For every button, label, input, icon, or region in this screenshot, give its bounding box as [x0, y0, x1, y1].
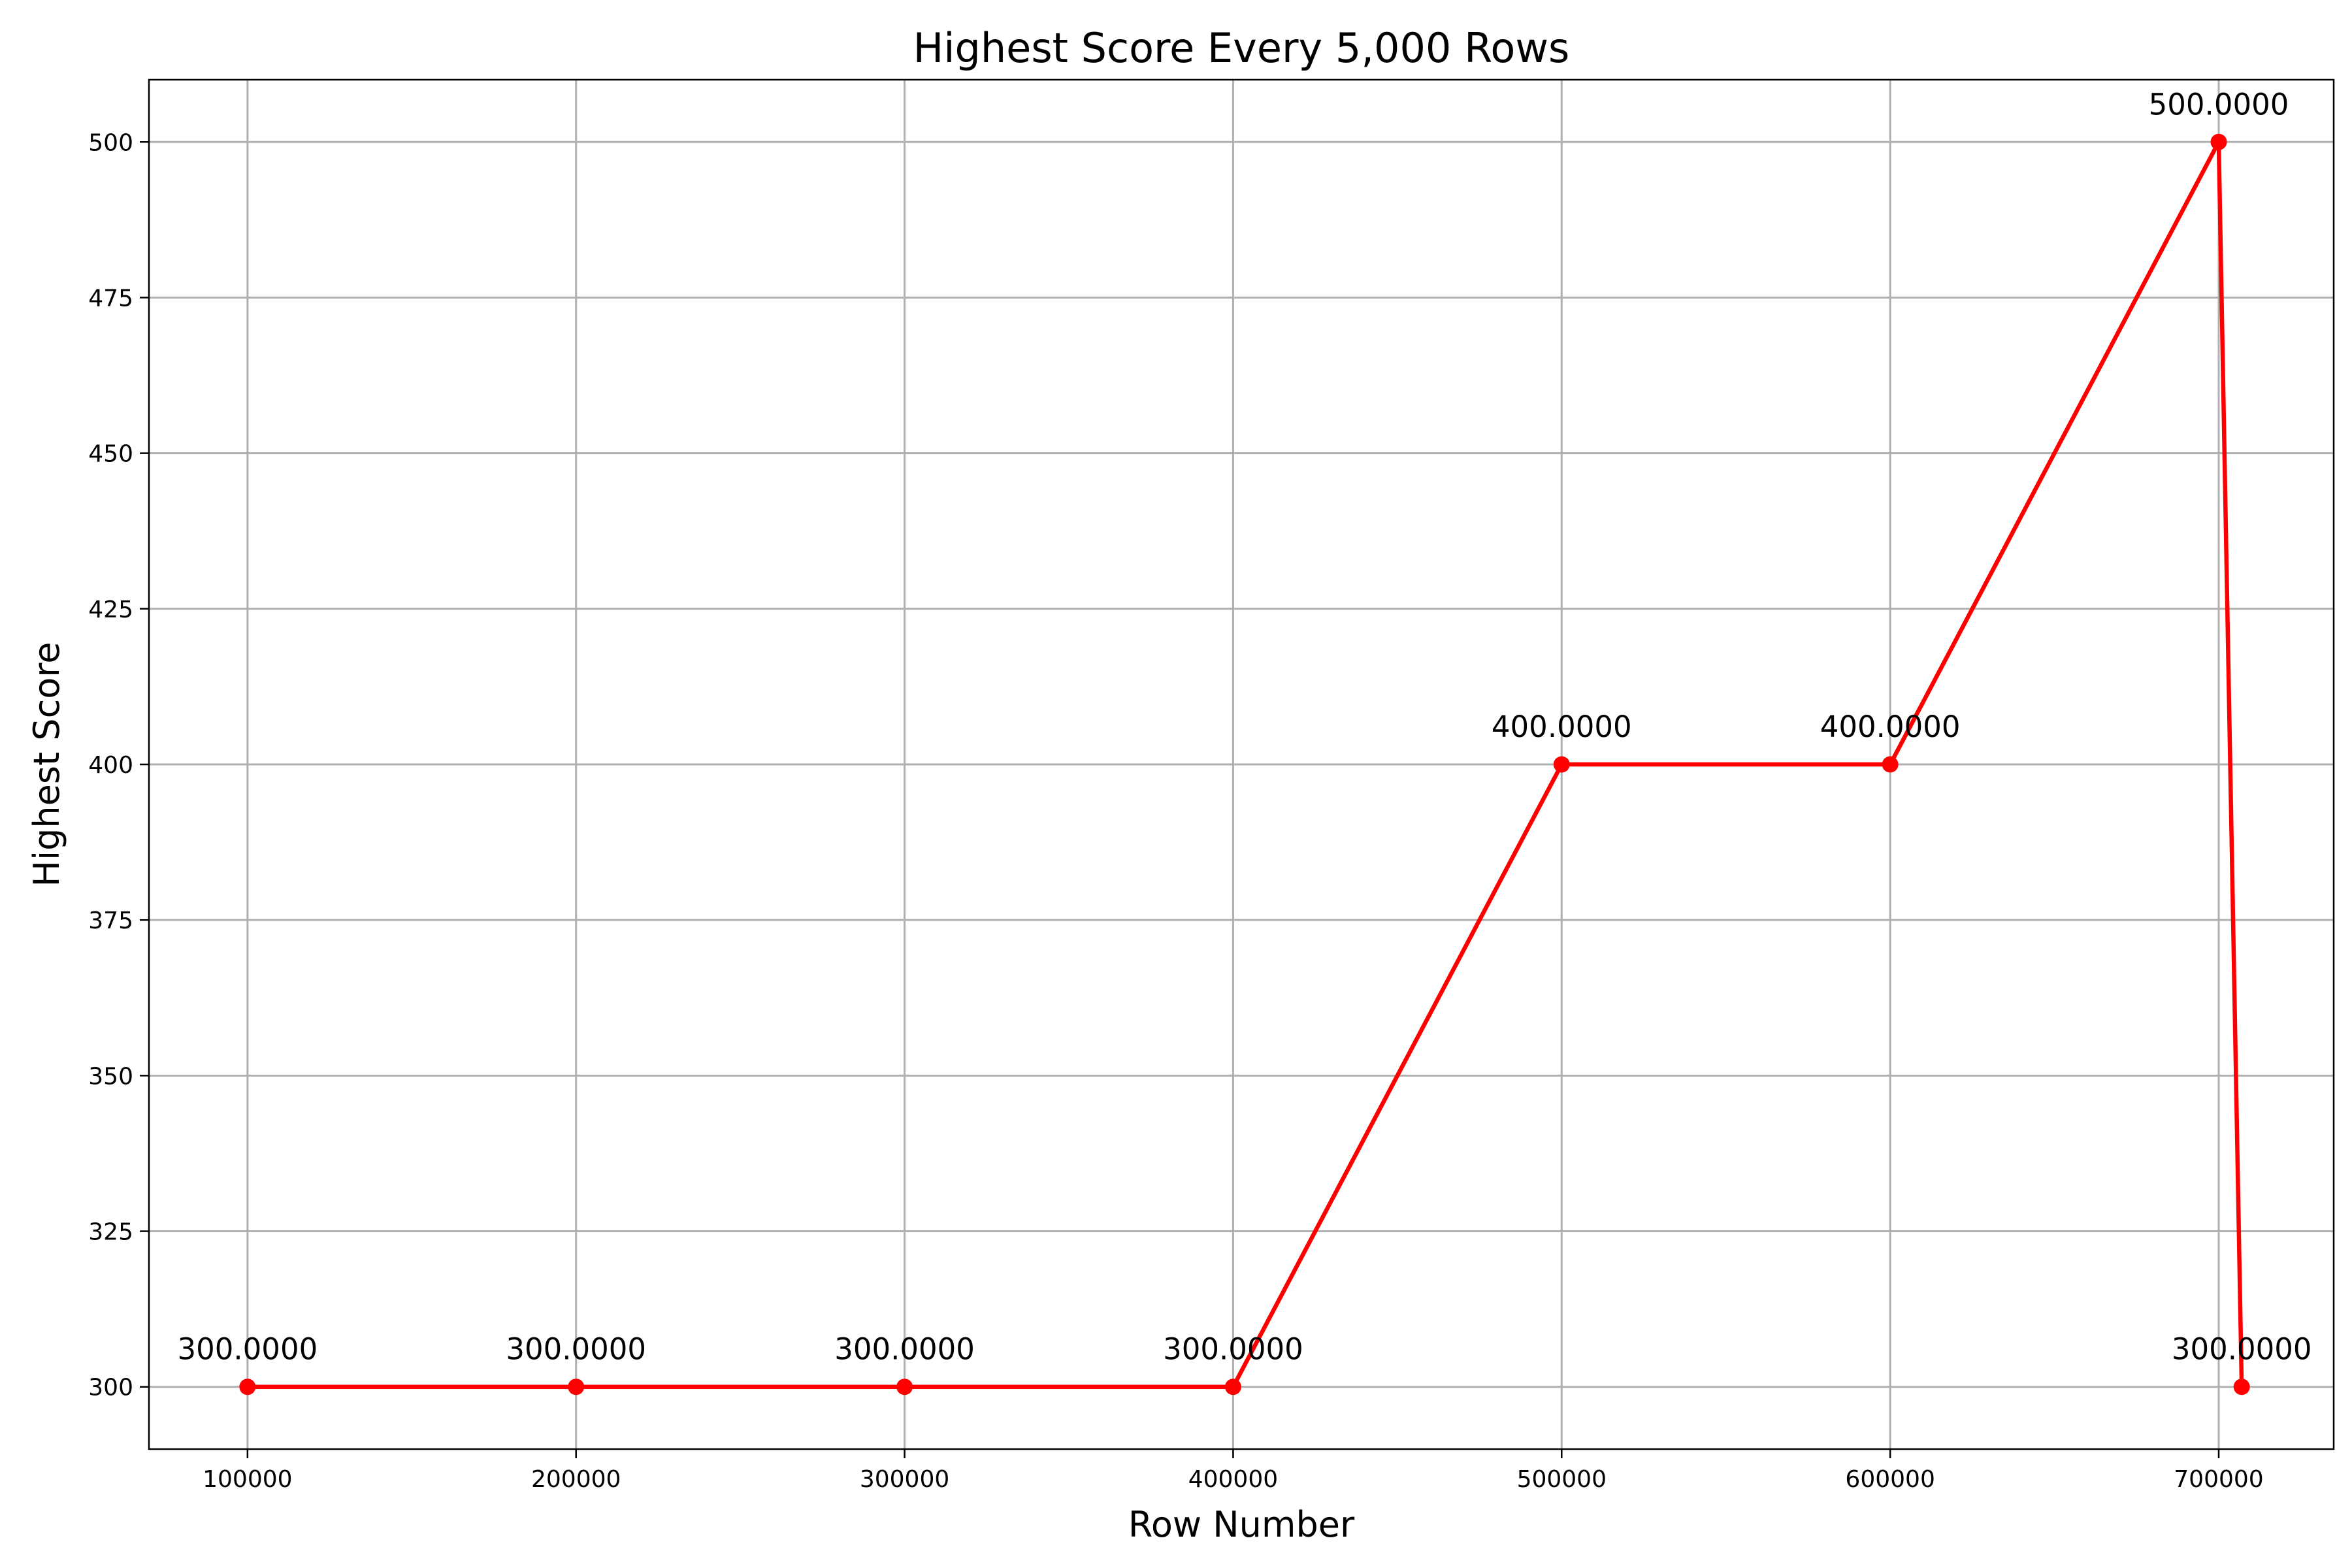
- data-label: 500.0000: [2149, 87, 2289, 122]
- data-point: [2233, 1379, 2250, 1396]
- data-label: 300.0000: [506, 1332, 646, 1367]
- data-point: [2210, 133, 2227, 150]
- data-point: [896, 1379, 913, 1396]
- x-tick-label: 500000: [1517, 1466, 1607, 1493]
- y-tick-label: 350: [88, 1063, 133, 1090]
- y-tick-label: 325: [88, 1219, 133, 1246]
- y-tick-label: 375: [88, 907, 133, 934]
- y-tick-label: 300: [88, 1375, 133, 1401]
- x-tick-label: 300000: [860, 1466, 949, 1493]
- y-tick-label: 450: [88, 441, 133, 468]
- y-tick-label: 400: [88, 752, 133, 779]
- data-label-layer: 300.0000 300.0000 300.0000 300.0000 400.0000…: [177, 87, 2311, 1366]
- chart-title: Highest Score Every 5,000 Rows: [913, 24, 1570, 72]
- data-point: [239, 1379, 256, 1396]
- x-tick-label: 400000: [1188, 1466, 1278, 1493]
- y-axis-title: Highest Score: [26, 642, 67, 887]
- grid-layer: [149, 80, 2334, 1449]
- x-tick-label: 600000: [1845, 1466, 1935, 1493]
- data-label: 300.0000: [834, 1332, 975, 1367]
- y-tick-label: 425: [88, 596, 133, 623]
- x-tick-label: 200000: [531, 1466, 621, 1493]
- x-axis-title: Row Number: [1128, 1504, 1355, 1545]
- x-tick-label: 700000: [2174, 1466, 2263, 1493]
- series-line: [247, 140, 2244, 1389]
- x-tick-label: 100000: [203, 1466, 292, 1493]
- data-point: [1882, 756, 1899, 773]
- data-point: [568, 1379, 585, 1396]
- series-layer: [239, 133, 2250, 1396]
- data-point: [1224, 1379, 1241, 1396]
- data-label: 400.0000: [1820, 710, 1961, 744]
- data-label: 300.0000: [1163, 1332, 1303, 1367]
- data-label: 300.0000: [2172, 1332, 2312, 1367]
- y-tick-label: 475: [88, 285, 133, 312]
- data-label: 400.0000: [1492, 710, 1632, 744]
- data-label: 300.0000: [177, 1332, 318, 1367]
- tick-layer: 100000 200000 300000 400000 500000 600000 7000…: [88, 129, 2263, 1493]
- y-tick-label: 500: [88, 129, 133, 156]
- data-point: [1553, 756, 1570, 773]
